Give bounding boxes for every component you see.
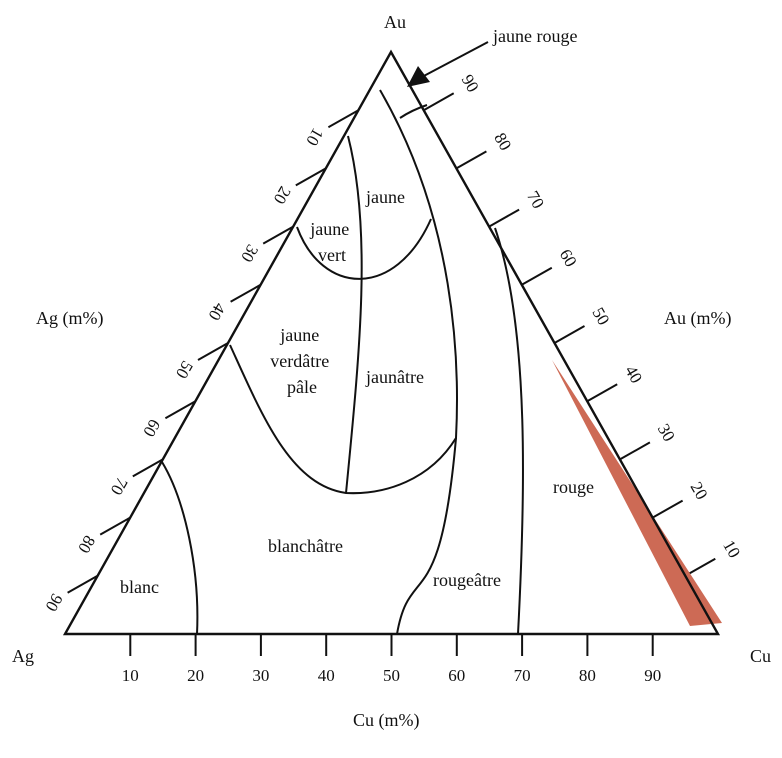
callout-label-jaune-rouge: jaune rouge bbox=[492, 26, 577, 46]
left-tick-label: 60 bbox=[139, 416, 164, 440]
boundary-rougeatre-right bbox=[494, 227, 525, 635]
boundary-pale-lobe bbox=[229, 344, 457, 495]
left-tick bbox=[132, 458, 164, 478]
right-tick-label: 80 bbox=[490, 129, 515, 153]
ternary-triangle bbox=[62, 49, 721, 636]
bottom-tick-label: 40 bbox=[318, 666, 335, 685]
bottom-tick-label: 10 bbox=[122, 666, 139, 685]
region-label-jaune: jaune bbox=[365, 187, 405, 207]
axis-title-au: Au (m%) bbox=[664, 308, 731, 329]
right-tick-label: 40 bbox=[621, 362, 646, 386]
left-tick-label: 70 bbox=[107, 474, 132, 498]
left-tick-label: 30 bbox=[237, 241, 262, 265]
boundary-blanc bbox=[161, 461, 199, 635]
left-tick-label: 40 bbox=[205, 299, 230, 323]
right-tick bbox=[455, 150, 487, 170]
region-label-jaune-vert: jaune vert bbox=[309, 219, 353, 265]
left-tick-label: 90 bbox=[42, 590, 67, 614]
left-tick bbox=[295, 167, 327, 187]
right-tick-label: 50 bbox=[588, 304, 613, 328]
bottom-tick-label: 50 bbox=[383, 666, 400, 685]
axis-title-ag: Ag (m%) bbox=[36, 308, 103, 329]
vertex-label-cu: Cu bbox=[750, 646, 771, 666]
right-tick bbox=[423, 92, 455, 112]
callout-arrow-head bbox=[407, 66, 430, 87]
right-tick bbox=[521, 266, 553, 286]
left-tick bbox=[230, 283, 262, 303]
right-tick bbox=[684, 557, 716, 577]
right-tick-label: 20 bbox=[687, 479, 712, 503]
bottom-tick-label: 70 bbox=[514, 666, 531, 685]
left-tick bbox=[164, 400, 196, 420]
region-label-jaunatre: jaunâtre bbox=[365, 367, 424, 387]
right-tick-label: 70 bbox=[523, 188, 548, 212]
right-tick bbox=[619, 441, 651, 461]
left-tick bbox=[99, 516, 131, 536]
right-tick-label: 90 bbox=[458, 71, 483, 95]
boundary-jaune-right bbox=[379, 89, 458, 635]
region-label-blanc: blanc bbox=[120, 577, 159, 597]
axis-title-cu: Cu (m%) bbox=[353, 710, 420, 731]
boundary-jaune-rouge-arc bbox=[399, 104, 428, 119]
boundary-jaune-vert-bottom bbox=[296, 218, 432, 280]
bottom-tick-label: 80 bbox=[579, 666, 596, 685]
region-label-rouge: rouge bbox=[553, 477, 594, 497]
region-label-blanchatre: blanchâtre bbox=[268, 536, 343, 556]
region-label-jaune-verdatre-pale: jaune verdâtre pâle bbox=[270, 325, 333, 397]
right-tick bbox=[652, 499, 684, 519]
left-tick bbox=[262, 225, 294, 245]
right-tick-label: 60 bbox=[556, 246, 581, 270]
right-tick bbox=[586, 383, 618, 403]
bottom-tick-label: 60 bbox=[448, 666, 465, 685]
vertex-label-au: Au bbox=[384, 12, 406, 32]
bottom-tick-label: 90 bbox=[644, 666, 661, 685]
left-tick-label: 80 bbox=[74, 532, 99, 556]
bottom-tick-label: 30 bbox=[252, 666, 269, 685]
right-tick-label: 30 bbox=[654, 420, 679, 444]
left-tick-label: 10 bbox=[302, 125, 327, 149]
left-tick-label: 50 bbox=[172, 358, 197, 382]
right-tick-label: 10 bbox=[719, 537, 744, 561]
vertex-label-ag: Ag bbox=[12, 646, 34, 666]
rouge-highlight-wedge bbox=[552, 360, 722, 626]
left-tick bbox=[67, 574, 99, 594]
right-tick bbox=[554, 325, 585, 344]
left-tick bbox=[197, 342, 229, 361]
callout-arrow-line bbox=[419, 41, 489, 79]
region-label-rougeatre: rougeâtre bbox=[433, 570, 501, 590]
right-tick bbox=[488, 208, 520, 228]
left-tick-label: 20 bbox=[270, 183, 295, 207]
left-tick bbox=[327, 109, 359, 129]
bottom-tick-label: 20 bbox=[187, 666, 204, 685]
boundary-jaune-left bbox=[345, 135, 363, 494]
